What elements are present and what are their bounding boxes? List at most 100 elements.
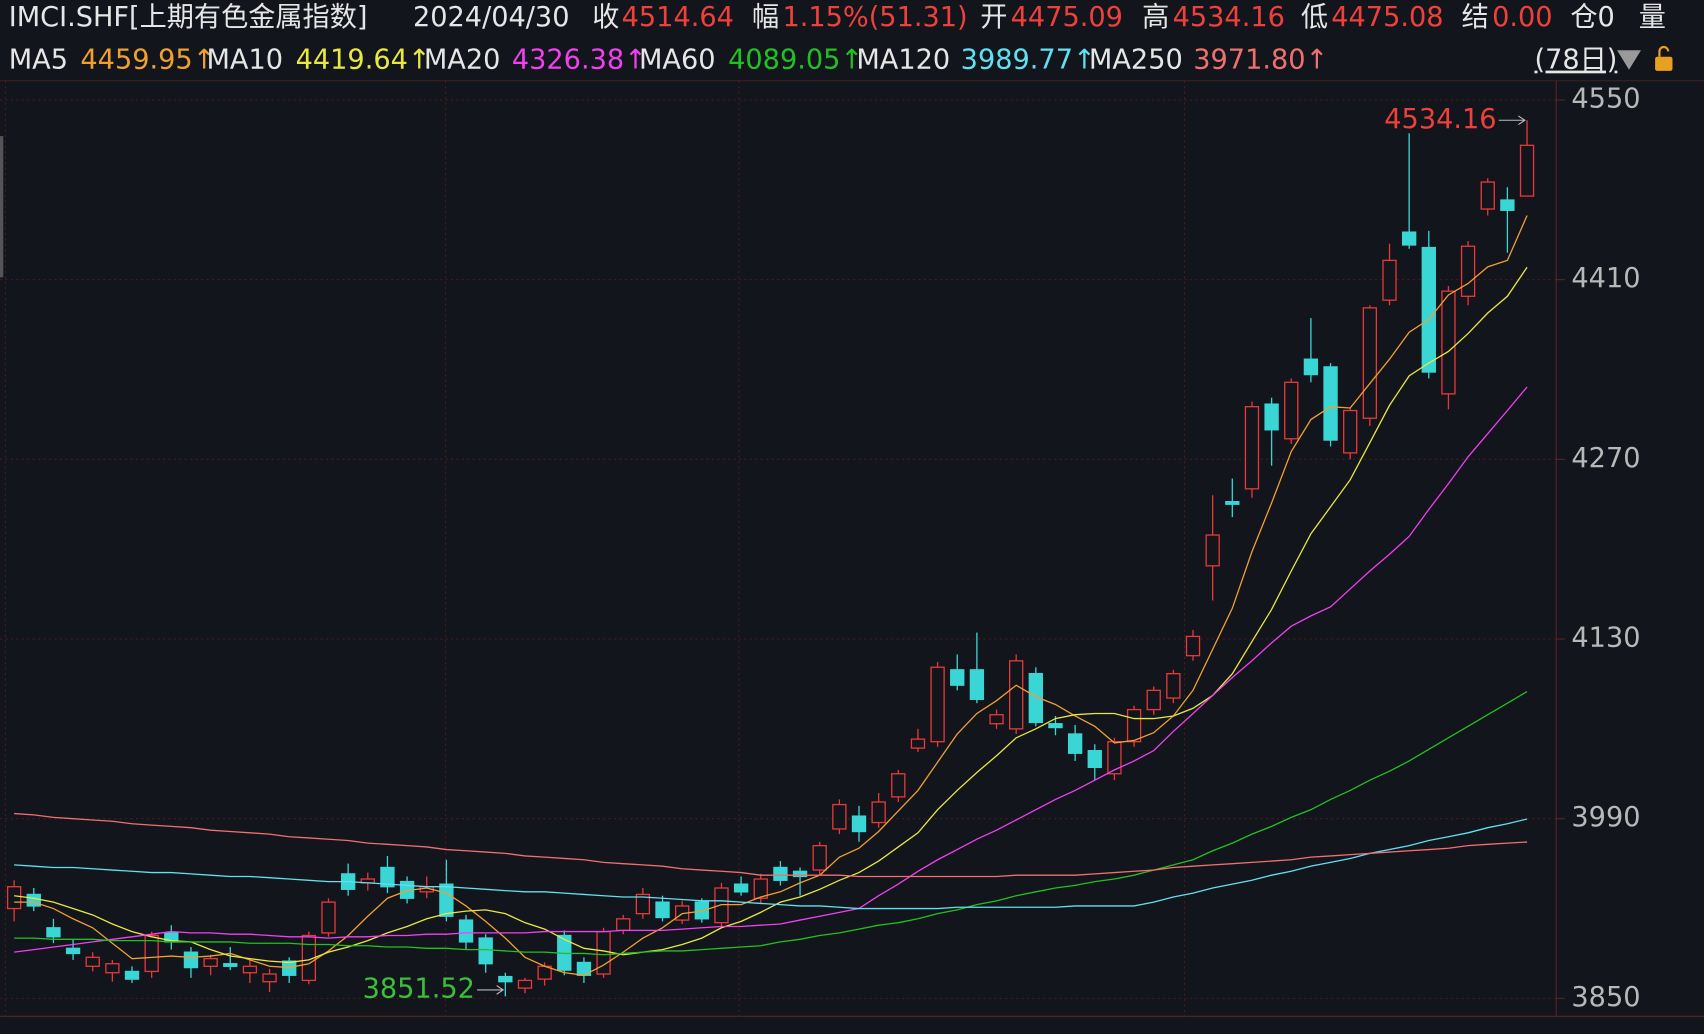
candle-body [321,901,336,934]
candle-body [46,927,61,938]
y-tick-label: 3990 [1571,802,1640,833]
legend-value: 3971.80↑ [1193,45,1328,76]
y-tick-label: 4270 [1571,443,1640,474]
lock-icon[interactable] [1655,56,1673,71]
candle-body [871,801,886,824]
candle-body [1225,501,1240,505]
candle-body [439,883,454,917]
legend-name: MA20 [424,45,501,76]
candle-body [812,844,827,871]
candle-body [1185,635,1201,657]
candle-body [282,960,297,976]
legend-name: MA10 [206,45,283,76]
candle-body [1519,144,1535,197]
legend-value: 4459.95↑ [80,45,215,76]
dropdown-icon[interactable] [1617,50,1641,70]
field-label: 结 [1462,2,1489,33]
candle-body [792,870,808,878]
candle-body [832,803,847,830]
field-label: 幅 [752,2,779,33]
legend-value: 4326.38↑ [512,45,647,76]
legend-name: MA120 [856,45,950,76]
candle-body [262,973,277,983]
candle-body [1087,750,1102,769]
candle-body [242,965,258,974]
candle-body [753,878,768,899]
candle-body [635,893,651,915]
candle-body [773,866,788,881]
header: IMCI.SHF[上期有色金属指数] 2024/04/30 收 4514.64 … [9,2,1673,76]
candle-body [380,866,395,888]
field-value: 4534.16 [1173,2,1285,33]
ma-line [14,818,1528,910]
candle-body [144,934,159,973]
ma-line [14,215,1528,976]
field-value: 0.00 [1492,2,1552,33]
annotation: 4534.16 [1384,104,1496,135]
position: 仓0 [1570,2,1614,33]
candle-body [124,970,140,980]
field-label: 收 [592,2,619,33]
candle-body [1480,181,1495,210]
candle-body [1500,199,1515,211]
candle-body [105,963,120,974]
field-value: 1.15%(51.31) [782,2,967,33]
y-tick-label: 4130 [1571,623,1640,654]
volume: 量 [1639,2,1666,33]
candle-body [1362,307,1378,419]
candle-body [1421,246,1436,373]
candle-body [1460,245,1476,297]
candle-body [969,669,985,700]
symbol: IMCI.SHF[上期有色金属指数] [9,2,368,33]
candle-body [1343,409,1358,454]
candle-body [1284,381,1299,440]
lock-shackle [1658,45,1670,57]
ma-line [14,812,1528,878]
candle-body [1244,406,1260,490]
candle-body [1028,673,1044,724]
field-label: 开 [980,2,1007,33]
ma-line [14,266,1528,964]
candle-body [1303,358,1319,376]
candle-body [616,918,631,932]
candle-body [478,937,493,965]
y-tick-label: 4410 [1571,263,1640,294]
field-value: 4475.08 [1331,2,1443,33]
candle-body [910,738,926,749]
candle-body [930,666,945,743]
candle-body [891,773,906,798]
annotation: 3851.52 [363,973,475,1004]
candle-body [1166,673,1181,699]
legend-name: MA5 [9,45,68,76]
candle-body [517,979,533,989]
candle-body [1382,259,1397,301]
annotation-arrow [1498,115,1526,126]
candle-body [1205,534,1220,567]
field-label: 低 [1301,2,1328,33]
candle-body [851,815,867,833]
candle-body [989,714,1004,725]
candle-body [1009,660,1024,730]
candle-body [655,901,670,919]
y-tick-label: 3850 [1571,982,1640,1013]
period[interactable]: (78日) [1534,45,1617,76]
legend-name: MA250 [1089,45,1183,76]
candle-body [203,957,218,967]
candle-body [950,669,965,686]
candle-body [733,883,749,893]
scroll-indicator [0,136,4,278]
y-tick-label: 4550 [1571,83,1640,114]
candle-body [6,886,22,910]
candle-body [85,956,100,967]
legend-value: 3989.77↑ [961,45,1096,76]
candle-body [223,963,238,967]
legend-name: MA60 [639,45,716,76]
field-value: 4475.09 [1011,2,1123,33]
candle-body [498,975,513,983]
legend-value: 4419.64↑ [296,45,431,76]
ma-line [14,386,1528,953]
candle-body [1323,366,1338,441]
date: 2024/04/30 [413,2,570,33]
